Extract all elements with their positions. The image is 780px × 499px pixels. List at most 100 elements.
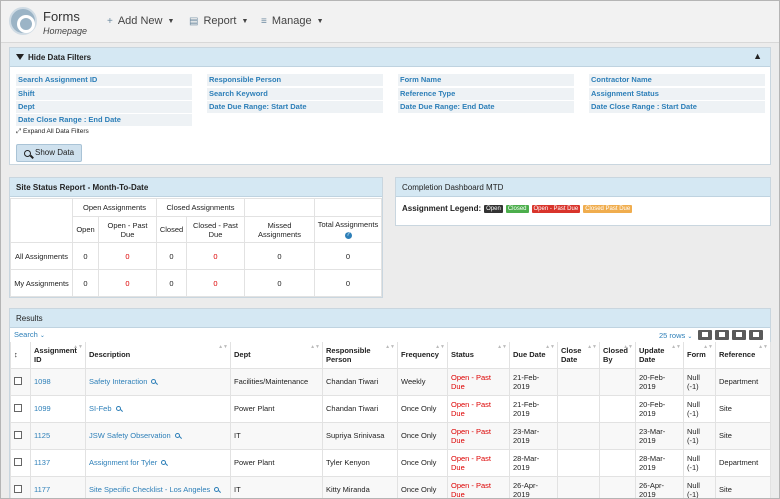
assignment-id-link[interactable]: 1137 xyxy=(30,448,86,477)
status-report-table: Open Assignments Closed Assignments Open… xyxy=(10,198,382,297)
assignment-legend: Assignment Legend: Open Closed Open - Pa… xyxy=(402,204,633,213)
cell-value: 0 xyxy=(314,269,382,297)
filter-date-close-end[interactable]: Date Close Range : End Date xyxy=(16,114,192,126)
description-link[interactable]: Safety Interaction xyxy=(89,377,148,386)
filter-search-keyword[interactable]: Search Keyword xyxy=(207,88,383,100)
reference-cell: Department xyxy=(715,367,771,396)
table-row[interactable]: 1137 Assignment for Tyler Power Plant Ty… xyxy=(10,448,771,477)
header-status[interactable]: Status ▲▼ xyxy=(447,342,510,369)
select-all-sort[interactable]: ↕ xyxy=(10,342,31,369)
site-status-report-panel: Site Status Report - Month-To-Date Open … xyxy=(9,177,383,298)
header-reference[interactable]: Reference ▲▼ xyxy=(715,342,771,369)
header-description[interactable]: Description ▲▼ xyxy=(85,342,231,369)
update-date-cell: 23-Mar-2019 xyxy=(635,421,684,450)
description-link[interactable]: SI-Feb xyxy=(89,404,112,413)
sort-icon: ▲▼ xyxy=(73,344,83,350)
update-date-cell: 28-Mar-2019 xyxy=(635,448,684,477)
header-close-date[interactable]: Close Date ▲▼ xyxy=(557,342,600,369)
description-link[interactable]: JSW Safety Observation xyxy=(89,431,171,440)
col-closed: Closed xyxy=(156,216,187,243)
results-panel: Results Search ⌄ 25 rows ⌄ ↕ Assignment … xyxy=(9,308,771,498)
status-cell: Open - Past Due xyxy=(447,475,510,498)
header-due-date[interactable]: Due Date ▲▼ xyxy=(509,342,558,369)
search-icon[interactable] xyxy=(214,487,220,492)
assignment-id-link[interactable]: 1098 xyxy=(30,367,86,396)
header-responsible-person[interactable]: Responsible Person ▲▼ xyxy=(322,342,398,369)
column-toggle-icon[interactable] xyxy=(698,330,712,340)
header-update-date[interactable]: Update Date ▲▼ xyxy=(635,342,684,369)
frequency-cell: Weekly xyxy=(397,367,448,396)
filter-contractor-name[interactable]: Contractor Name xyxy=(589,74,765,86)
filter-date-due-end[interactable]: Date Due Range: End Date xyxy=(398,101,574,113)
header-closed-by[interactable]: Closed By ▲▼ xyxy=(599,342,636,369)
person-cell: Chandan Tiwari xyxy=(322,394,398,423)
filter-reference-type[interactable]: Reference Type xyxy=(398,88,574,100)
rows-per-page-dropdown[interactable]: 25 rows ⌄ xyxy=(659,331,692,340)
row-checkbox[interactable] xyxy=(14,430,22,439)
add-new-menu[interactable]: + Add New ▼ xyxy=(107,15,174,27)
show-data-button[interactable]: Show Data xyxy=(16,144,83,162)
filter-responsible-person[interactable]: Responsible Person xyxy=(207,74,383,86)
table-row[interactable]: 1099 SI-Feb Power Plant Chandan Tiwari O… xyxy=(10,394,771,423)
manage-menu[interactable]: ≡ Manage ▼ xyxy=(261,15,324,27)
open-assignments-group: Open Assignments xyxy=(72,198,157,217)
report-menu[interactable]: ▤ Report ▼ xyxy=(189,15,248,27)
row-checkbox[interactable] xyxy=(14,403,22,412)
legend-open-past-due: Open - Past Due xyxy=(531,204,581,213)
table-row[interactable]: 1125 JSW Safety Observation IT Supriya S… xyxy=(10,421,771,450)
cell-value: 0 xyxy=(186,269,245,297)
completion-dashboard-panel: Completion Dashboard MTD Assignment Lege… xyxy=(395,177,771,226)
search-icon[interactable] xyxy=(115,406,121,411)
cell-value: 0 xyxy=(72,269,99,297)
print-icon[interactable] xyxy=(732,330,746,340)
header-frequency[interactable]: Frequency ▲▼ xyxy=(397,342,448,369)
export-icon[interactable] xyxy=(715,330,729,340)
close-date-cell xyxy=(557,421,600,450)
row-checkbox[interactable] xyxy=(14,484,22,493)
header-form[interactable]: Form ▲▼ xyxy=(683,342,716,369)
search-icon[interactable] xyxy=(161,460,167,465)
table-row[interactable]: 1177 Site Specific Checklist - Los Angel… xyxy=(10,475,771,498)
chevron-up-icon[interactable]: ▲ xyxy=(753,51,762,61)
sort-icon: ▲▼ xyxy=(435,344,445,350)
due-date-cell: 21-Feb-2019 xyxy=(509,367,558,396)
filter-date-due-start[interactable]: Date Due Range: Start Date xyxy=(207,101,383,113)
table-row[interactable]: 1098 Safety Interaction Facilities/Maint… xyxy=(10,367,771,396)
header-dept[interactable]: Dept ▲▼ xyxy=(230,342,323,369)
filter-search-assignment-id[interactable]: Search Assignment ID xyxy=(16,74,192,86)
hide-data-filters-toggle[interactable]: Hide Data Filters xyxy=(10,48,770,67)
assignment-id-link[interactable]: 1177 xyxy=(30,475,86,498)
status-cell: Open - Past Due xyxy=(447,448,510,477)
search-dropdown[interactable]: Search ⌄ xyxy=(14,330,45,339)
filter-shift[interactable]: Shift xyxy=(16,88,192,100)
expand-all-filters-link[interactable]: ⤢ Expand All Data Filters xyxy=(16,128,89,136)
app-subtitle: Homepage xyxy=(43,26,88,36)
description-link[interactable]: Assignment for Tyler xyxy=(89,458,158,467)
help-icon[interactable]: ? xyxy=(344,232,352,239)
frequency-cell: Once Only xyxy=(397,421,448,450)
filter-date-close-start[interactable]: Date Close Range : Start Date xyxy=(589,101,765,113)
reference-cell: Department xyxy=(715,448,771,477)
col-total-label: Total Assignments xyxy=(317,220,379,229)
row-checkbox[interactable] xyxy=(14,457,22,466)
row-checkbox[interactable] xyxy=(14,376,22,385)
chevron-down-icon: ▼ xyxy=(167,17,175,25)
col-open: Open xyxy=(72,216,99,243)
assignment-id-link[interactable]: 1099 xyxy=(30,394,86,423)
pdf-icon[interactable] xyxy=(749,330,763,340)
form-cell: Null (-1) xyxy=(683,394,716,423)
assignment-id-link[interactable]: 1125 xyxy=(30,421,86,450)
status-blank-group xyxy=(244,198,315,217)
description-link[interactable]: Site Specific Checklist - Los Angeles xyxy=(89,485,211,494)
filter-assignment-status[interactable]: Assignment Status xyxy=(589,88,765,100)
search-icon[interactable] xyxy=(174,433,180,438)
app-logo-icon xyxy=(9,7,37,35)
frequency-cell: Once Only xyxy=(397,394,448,423)
header-assignment-id[interactable]: Assignment ID ▲▼ xyxy=(30,342,86,369)
search-icon[interactable] xyxy=(151,379,157,384)
filter-dept[interactable]: Dept xyxy=(16,101,192,113)
sort-icon: ▲▼ xyxy=(587,344,597,350)
closed-by-cell xyxy=(599,394,636,423)
filter-form-name[interactable]: Form Name xyxy=(398,74,574,86)
form-cell: Null (-1) xyxy=(683,448,716,477)
